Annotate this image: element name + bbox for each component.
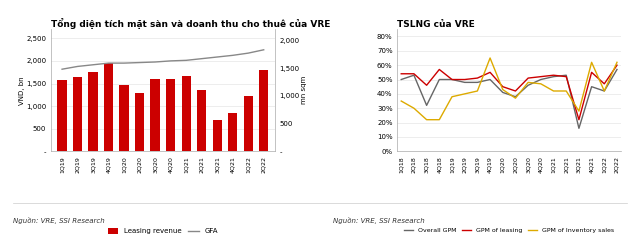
Text: Tổng diện tích mặt sàn và doanh thu cho thuê của VRE: Tổng diện tích mặt sàn và doanh thu cho … [51, 18, 331, 29]
Text: Nguồn: VRE, SSI Research: Nguồn: VRE, SSI Research [13, 217, 104, 224]
Text: TSLNG của VRE: TSLNG của VRE [397, 20, 475, 29]
Bar [58, 80, 67, 151]
Y-axis label: VND, bn: VND, bn [19, 76, 25, 105]
Bar [212, 120, 222, 151]
Bar [197, 90, 206, 151]
Bar [104, 63, 113, 151]
Bar [166, 79, 175, 151]
Bar [182, 76, 191, 151]
Bar [228, 113, 237, 151]
Bar [150, 80, 160, 151]
Bar [120, 85, 129, 151]
Y-axis label: mn sqm: mn sqm [301, 76, 307, 104]
Legend: Leasing revenue, GFA: Leasing revenue, GFA [105, 225, 221, 237]
Text: Nguồn: VRE, SSI Research: Nguồn: VRE, SSI Research [333, 217, 424, 224]
Legend: Overall GPM, GPM of leasing, GPM of Inventory sales: Overall GPM, GPM of leasing, GPM of Inve… [401, 225, 617, 235]
Bar [135, 92, 144, 151]
Bar [88, 72, 98, 151]
Bar [73, 77, 82, 151]
Bar [259, 71, 268, 151]
Bar [244, 96, 253, 151]
